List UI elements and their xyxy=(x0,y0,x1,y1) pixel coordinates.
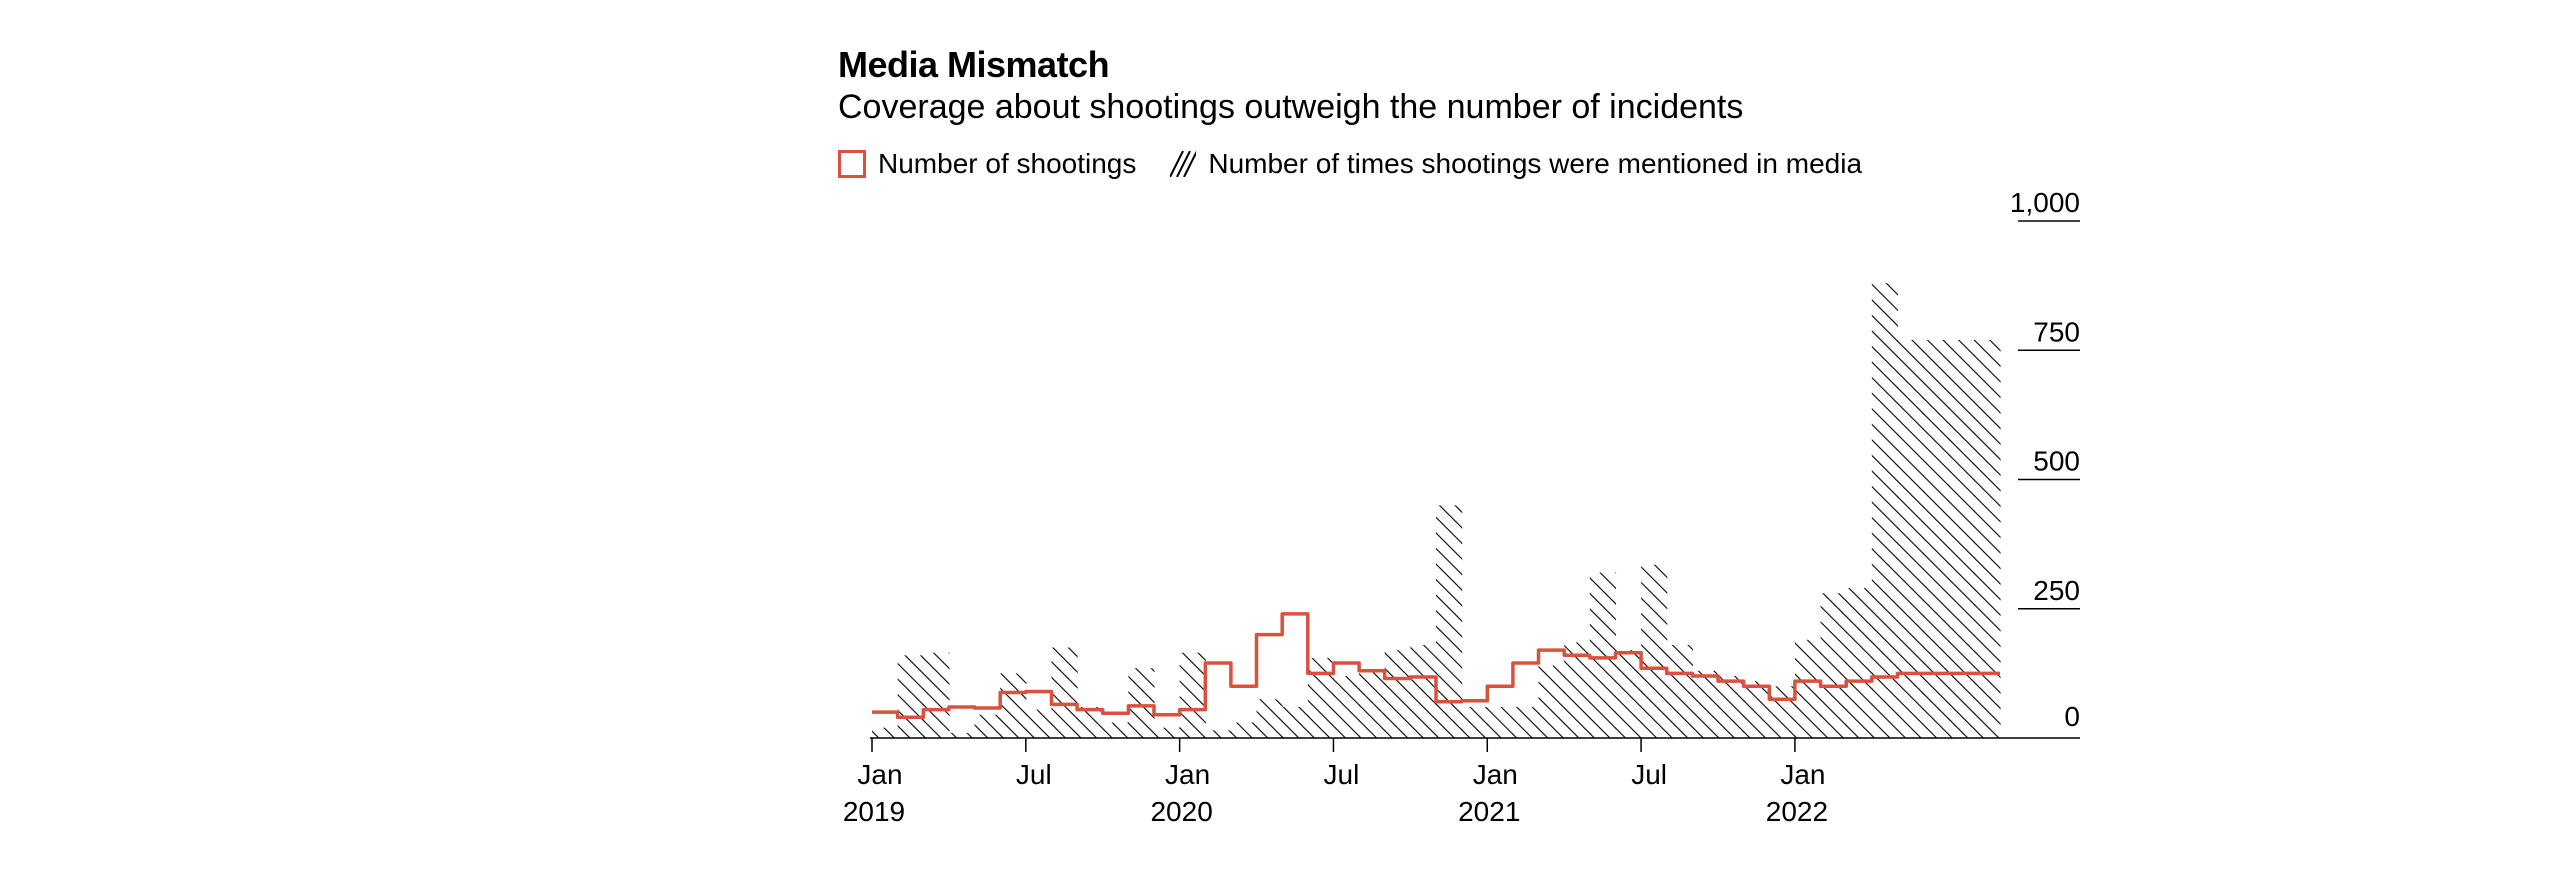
media-bar xyxy=(1307,657,1335,738)
media-bar xyxy=(1256,699,1283,738)
shootings-line xyxy=(872,612,2000,720)
legend-item-media: Number of times shootings were mentioned… xyxy=(1170,148,1862,180)
y-tick-label: 500 xyxy=(2033,446,2080,477)
media-bar xyxy=(1051,647,1078,738)
media-bar xyxy=(1923,339,1950,738)
media-bar xyxy=(1564,642,1591,738)
legend-item-shootings: Number of shootings xyxy=(838,148,1136,180)
y-tick-label: 0 xyxy=(2064,701,2080,732)
legend-swatch-hatch-icon xyxy=(1170,151,1197,177)
y-tick-label: 1,000 xyxy=(2010,187,2080,218)
media-bar xyxy=(1384,650,1411,738)
media-bar xyxy=(1025,709,1053,738)
shootings-step-line xyxy=(872,612,2000,720)
media-bar xyxy=(1333,675,1360,738)
x-tick-label: Jan xyxy=(857,759,902,790)
x-tick-label: Jul xyxy=(1324,759,1360,790)
media-bar xyxy=(872,727,899,738)
media-bar xyxy=(1897,339,1924,738)
y-tick-label: 750 xyxy=(2033,316,2080,347)
media-bar xyxy=(1487,706,1514,738)
media-bar xyxy=(1436,505,1463,738)
media-bar xyxy=(1846,588,1873,738)
media-bar xyxy=(1512,706,1540,738)
media-bar xyxy=(1179,652,1206,738)
media-bar xyxy=(1641,564,1668,738)
media-bar xyxy=(923,652,950,738)
media-bar xyxy=(1077,706,1104,738)
media-bar xyxy=(1794,639,1822,738)
media-bar xyxy=(1769,686,1796,738)
media-bar xyxy=(897,655,924,738)
chart-title: Media Mismatch xyxy=(838,44,1110,85)
x-tick-year-label: 2020 xyxy=(1150,796,1212,827)
media-bar xyxy=(1948,339,1975,738)
media-bar xyxy=(1102,722,1129,738)
media-bar xyxy=(1154,727,1181,738)
media-bar xyxy=(948,732,976,738)
media-bar xyxy=(1692,670,1719,738)
media-bar xyxy=(1743,681,1770,738)
media-bar xyxy=(1538,665,1565,738)
media-bar xyxy=(1359,670,1386,738)
chart-subtitle: Coverage about shootings outweigh the nu… xyxy=(838,88,1744,126)
media-bar xyxy=(1615,650,1642,738)
media-bar xyxy=(1589,572,1617,738)
x-tick-year-label: 2021 xyxy=(1458,796,1520,827)
media-bar xyxy=(974,714,1001,738)
legend-label-shootings: Number of shootings xyxy=(878,148,1137,179)
media-bar xyxy=(1820,593,1847,738)
media-bar xyxy=(1461,706,1488,738)
x-tick-label: Jul xyxy=(1631,759,1667,790)
legend-swatch-line-icon xyxy=(838,150,866,178)
media-bar xyxy=(1718,675,1745,738)
media-bars xyxy=(872,283,2001,738)
legend-label-media: Number of times shootings were mentioned… xyxy=(1208,148,1863,179)
x-tick-label: Jan xyxy=(1473,759,1518,790)
x-tick-year-label: 2022 xyxy=(1766,796,1828,827)
x-tick-label: Jul xyxy=(1016,759,1052,790)
media-bar xyxy=(1282,706,1309,738)
media-bar xyxy=(1128,668,1155,738)
media-bar xyxy=(1000,673,1027,738)
x-tick-label: Jan xyxy=(1780,759,1825,790)
media-bar xyxy=(1205,730,1232,738)
media-bar xyxy=(1974,339,2001,738)
y-tick-label: 250 xyxy=(2033,575,2080,606)
legend: Number of shootings Number of times shoo… xyxy=(838,146,1896,182)
axes: 0 250 500 750 1,000 Jan 2019 Jul Jan 2020 Jul Jan 20… xyxy=(843,187,2080,827)
x-tick-year-label: 2019 xyxy=(843,796,905,827)
media-bar xyxy=(1666,644,1693,738)
media-bar xyxy=(1410,644,1437,738)
media-bar xyxy=(1871,283,1899,738)
media-bar xyxy=(1230,722,1258,738)
x-tick-label: Jan xyxy=(1165,759,1210,790)
